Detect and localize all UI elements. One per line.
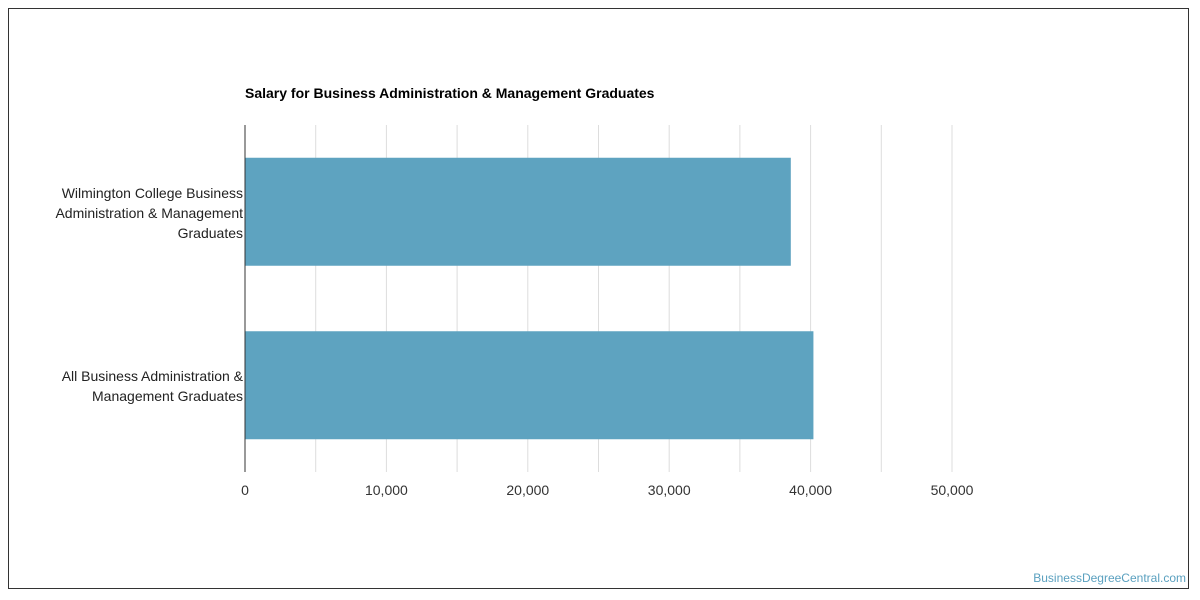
bar-0 [245,157,791,266]
x-tick-label: 10,000 [365,482,408,498]
x-tick-labels: 0 10,000 20,000 30,000 40,000 50,000 [241,482,974,498]
x-tick-label: 30,000 [648,482,691,498]
x-tick-label: 20,000 [506,482,549,498]
category-label-all: All Business Administration & Management… [61,368,243,404]
x-tick-label: 50,000 [931,482,974,498]
bar-1 [245,331,814,440]
category-label-wilmington: Wilmington College Business Administrati… [55,185,243,241]
x-tick-label: 40,000 [789,482,832,498]
x-tick-label: 0 [241,482,249,498]
chart-title: Salary for Business Administration & Man… [245,85,655,101]
bars [245,157,814,440]
watermark: BusinessDegreeCentral.com [1033,571,1186,585]
